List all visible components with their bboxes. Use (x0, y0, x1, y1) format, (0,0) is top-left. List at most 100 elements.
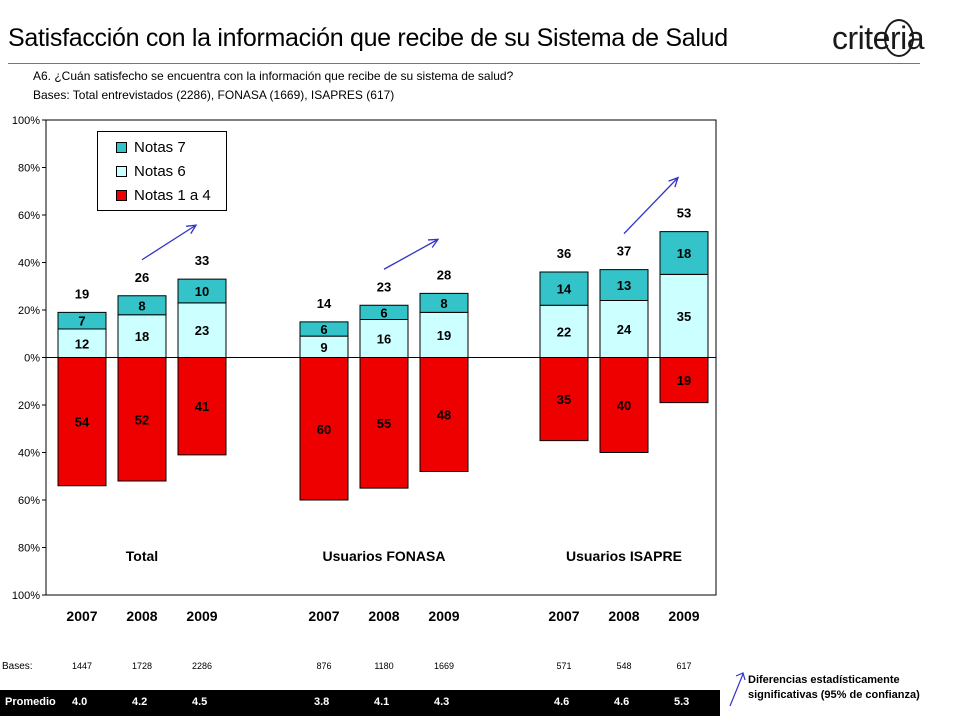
legend-swatch-notas-6 (116, 165, 127, 177)
significance-arrow-icon (141, 224, 197, 261)
bar-top-total-label: 14 (317, 296, 332, 311)
bar-label-notas-7: 8 (440, 296, 447, 311)
y-tick-label: 20% (18, 400, 40, 412)
group-label: Total (126, 548, 158, 564)
x-tick-label-year: 2008 (368, 608, 399, 624)
bar-notas-6 (177, 302, 227, 358)
bar-base-label: 876 (316, 661, 331, 671)
promedio-value: 4.0 (72, 696, 88, 708)
significance-text-line1: Diferencias estadísticamente (748, 674, 900, 686)
bar-label-notas-7: 14 (557, 282, 572, 297)
bar-top-total-label: 19 (75, 286, 89, 301)
bar-base-label: 1728 (132, 661, 152, 671)
bar-label-notas-7: 18 (677, 246, 691, 261)
x-tick-label-year: 2009 (428, 608, 459, 624)
bar-notas-1-4 (117, 357, 167, 482)
significance-arrow-icon (623, 177, 679, 235)
bar-notas-1-4 (659, 357, 709, 404)
x-tick-label-year: 2008 (608, 608, 639, 624)
bar-notas-1-4 (299, 357, 349, 501)
bar-notas-1-4 (177, 357, 227, 456)
bar-label-notas-7: 10 (195, 284, 209, 299)
survey-question: A6. ¿Cuán satisfecho se encuentra con la… (33, 69, 514, 83)
significance-arrowhead (668, 176, 680, 188)
promedio-value: 4.2 (132, 696, 148, 708)
bar-base-label: 1447 (72, 661, 92, 671)
promedio-row: Promedio 4.0 4.2 4.5 3.8 4.1 4.3 4.6 4.6 5.3 (0, 690, 720, 716)
legend-label-notas-1-4: Notas 1 a 4 (134, 186, 211, 204)
bar-notas-7 (117, 295, 167, 316)
bar-label-notas-6: 18 (135, 329, 149, 344)
promedio-label: Promedio (5, 696, 56, 708)
promedio-value: 4.6 (554, 696, 570, 708)
bar-label-notas-1-4: 48 (437, 408, 451, 423)
x-tick-label-year: 2008 (126, 608, 157, 624)
bar-top-total-label: 26 (135, 270, 149, 285)
legend-swatch-notas-7 (116, 141, 127, 153)
bar-label-notas-6: 16 (377, 332, 391, 347)
legend-label-notas-6: Notas 6 (134, 162, 186, 180)
page-title: Satisfacción con la información que reci… (8, 24, 728, 52)
bar-notas-1-4 (419, 357, 469, 472)
significance-arrowhead (427, 238, 440, 248)
bar-label-notas-1-4: 40 (617, 398, 631, 413)
promedio-value: 4.3 (434, 696, 450, 708)
bar-top-total-label: 28 (437, 267, 451, 282)
bar-label-notas-1-4: 60 (317, 422, 331, 437)
bar-notas-6 (359, 319, 409, 358)
bar-label-notas-6: 9 (320, 340, 327, 355)
bases-row-label: Bases: (2, 661, 33, 672)
bar-top-total-label: 33 (195, 253, 209, 268)
group-label: Usuarios FONASA (323, 548, 446, 564)
group-label: Usuarios ISAPRE (566, 548, 682, 564)
x-tick-label-year: 2009 (668, 608, 699, 624)
y-tick-label: 20% (18, 305, 40, 317)
y-tick-label: 40% (18, 448, 40, 460)
y-tick-label: 60% (18, 495, 40, 507)
bar-top-total-label: 37 (617, 244, 631, 259)
bar-notas-1-4 (57, 357, 107, 487)
bar-notas-6 (659, 273, 709, 358)
bar-label-notas-1-4: 52 (135, 412, 149, 427)
bar-notas-6 (419, 311, 469, 358)
significance-text-line2: significativas (95% de confianza) (748, 689, 920, 701)
significance-text: Diferencias estadísticamente significati… (748, 673, 960, 703)
bar-base-label: 2286 (192, 661, 212, 671)
bar-label-notas-6: 35 (677, 309, 691, 324)
chart-legend: Notas 7 Notas 6 Notas 1 a 4 (97, 131, 227, 211)
promedio-value: 4.5 (192, 696, 208, 708)
promedio-value: 4.1 (374, 696, 390, 708)
logo-text-ring: r (883, 19, 915, 57)
y-tick-label: 80% (18, 163, 40, 175)
bar-notas-7 (299, 321, 349, 337)
bar-base-label: 571 (556, 661, 571, 671)
y-tick-label: 80% (18, 543, 40, 555)
bar-top-total-label: 53 (677, 206, 691, 221)
significance-arrow-icon (729, 672, 746, 707)
bar-notas-1-4 (539, 357, 589, 442)
bar-notas-7 (359, 304, 409, 320)
x-tick-label-year: 2007 (548, 608, 579, 624)
promedio-value: 4.6 (614, 696, 630, 708)
x-tick-label-year: 2009 (186, 608, 217, 624)
significance-note: Diferencias estadísticamente significati… (728, 670, 960, 708)
bar-label-notas-1-4: 35 (557, 392, 571, 407)
bar-notas-6 (57, 328, 107, 358)
bar-top-total-label: 23 (377, 279, 391, 294)
bar-notas-7 (57, 311, 107, 330)
y-tick-label: 60% (18, 210, 40, 222)
bar-notas-7 (599, 269, 649, 301)
logo-text-left: crite (832, 20, 890, 56)
bar-notas-6 (599, 300, 649, 358)
bar-label-notas-7: 8 (138, 298, 145, 313)
bar-label-notas-6: 24 (617, 322, 632, 337)
legend-item-notas-6: Notas 6 (116, 162, 186, 180)
bar-notas-7 (419, 292, 469, 313)
bar-label-notas-1-4: 55 (377, 416, 391, 431)
criteria-logo: criteria (832, 19, 925, 57)
y-tick-label: 100% (12, 590, 40, 602)
x-tick-label-year: 2007 (308, 608, 339, 624)
bar-notas-1-4 (599, 357, 649, 453)
bar-label-notas-6: 22 (557, 324, 571, 339)
legend-label-notas-7: Notas 7 (134, 138, 186, 156)
